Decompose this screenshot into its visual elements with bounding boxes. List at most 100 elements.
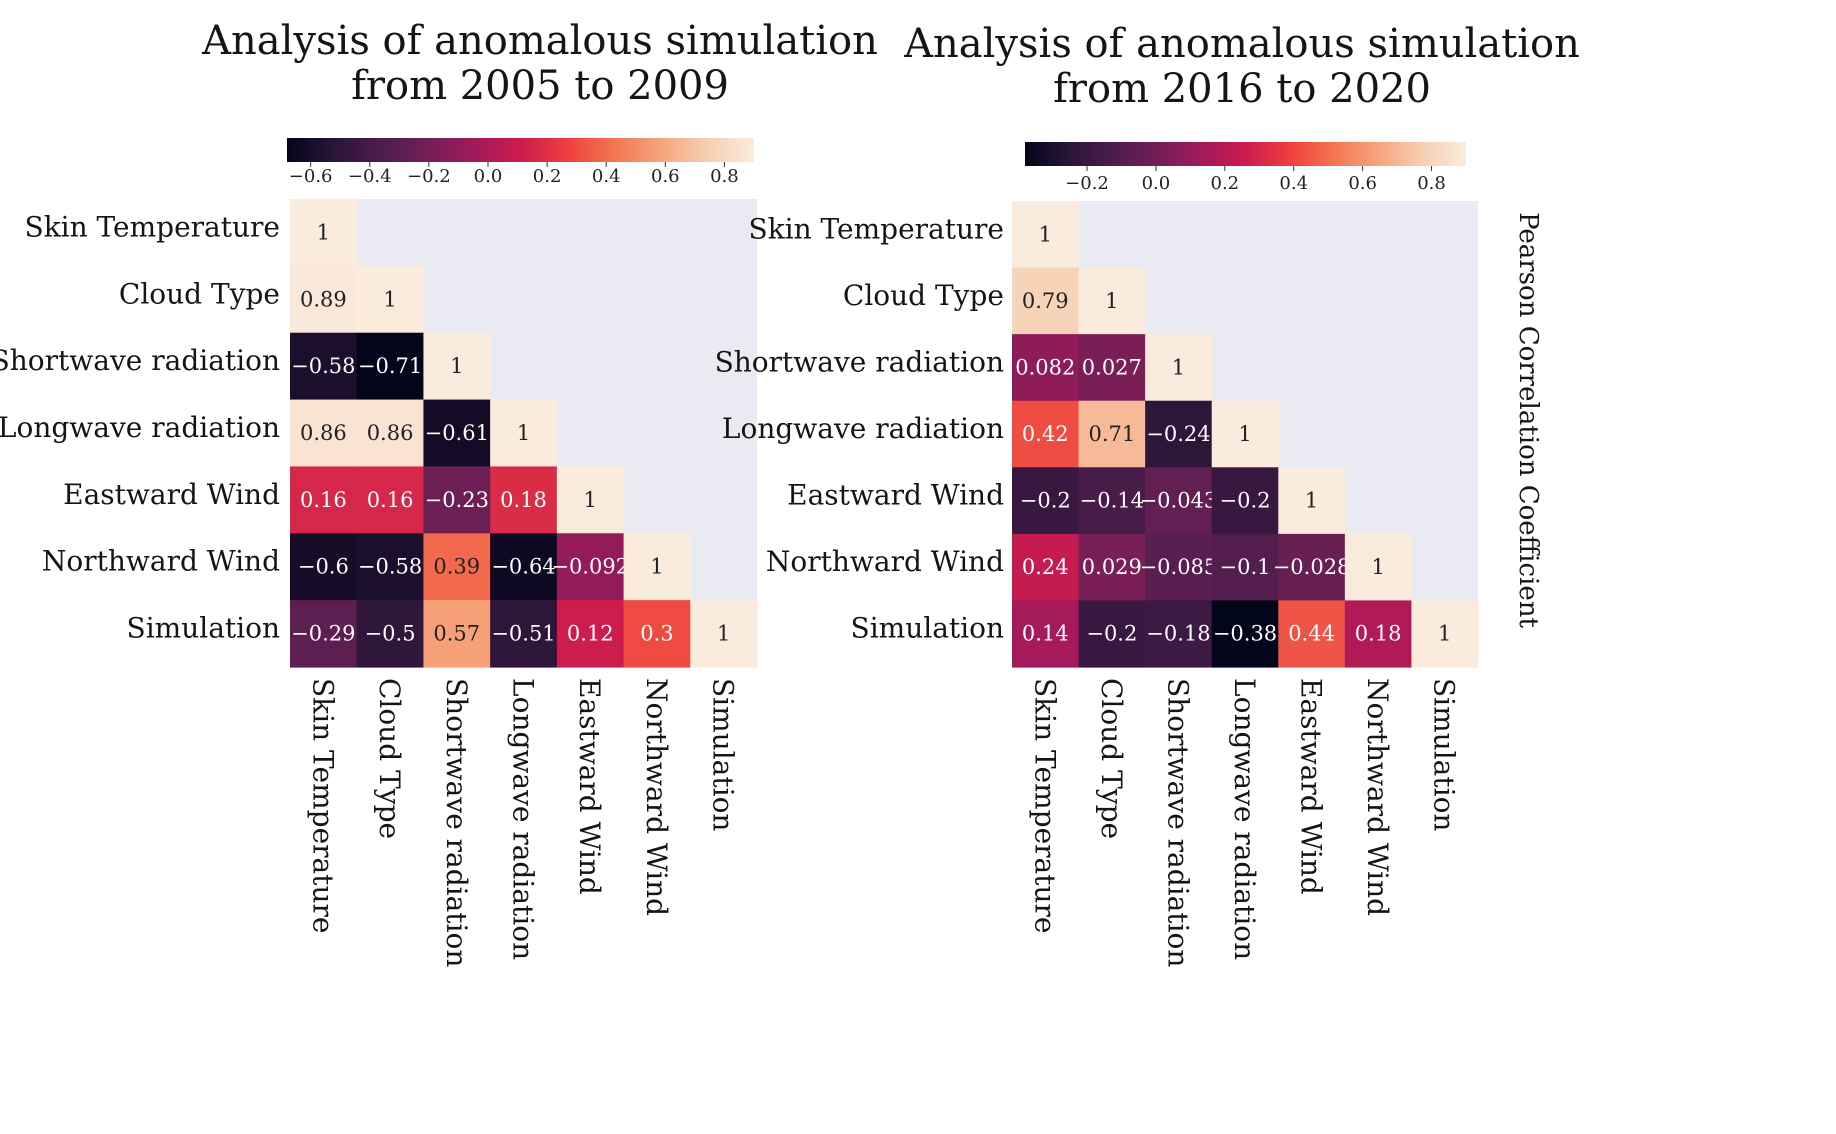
column-label: Skin Temperature	[306, 678, 339, 933]
heatmap-cell	[1145, 600, 1213, 668]
colorbar-tick-label: −0.6	[289, 166, 333, 187]
cell-value: −0.028	[1273, 555, 1351, 579]
heatmap-cell	[1211, 600, 1279, 668]
cell-value: 0.57	[433, 622, 480, 646]
heatmap-cell	[490, 466, 558, 534]
heatmap-cell	[290, 533, 358, 601]
heatmap-cell	[1278, 533, 1346, 602]
row-label: Skin Temperature	[749, 212, 1004, 245]
column-label: Eastward Wind	[1295, 678, 1328, 895]
column-label: Skin Temperature	[1028, 678, 1061, 933]
colorbar-tick-label: 0.6	[1348, 173, 1377, 194]
heatmap-cell	[1344, 600, 1413, 668]
column-label: Cloud Type	[373, 678, 406, 839]
cell-value: 0.3	[640, 622, 673, 646]
row-label: Northward Wind	[42, 545, 280, 578]
cell-value: 1	[584, 488, 597, 512]
column-label: Northward Wind	[1361, 678, 1394, 916]
heatmap-cell	[423, 399, 491, 468]
column-label: Northward Wind	[640, 678, 673, 916]
row-label: Longwave radiation	[0, 411, 280, 444]
heatmap-cell	[1344, 533, 1413, 602]
cell-value: 0.18	[500, 488, 547, 512]
heatmap-cell	[556, 466, 625, 534]
cell-value: −0.2	[1086, 622, 1137, 646]
heatmap-cell	[423, 533, 491, 601]
colorbar-tick-label: 0.8	[710, 166, 739, 187]
heatmap-cell	[423, 466, 491, 534]
cell-value: −0.64	[491, 555, 555, 579]
row-label: Shortwave radiation	[715, 345, 1004, 378]
cell-value: 1	[383, 287, 396, 311]
heatmap-cell	[1078, 267, 1146, 335]
row-label: Shortwave radiation	[0, 344, 280, 377]
colorbar	[1025, 142, 1466, 166]
colorbar-tick-label: 0.8	[1417, 173, 1446, 194]
cell-value: 0.71	[1088, 422, 1135, 446]
cell-value: 0.89	[300, 287, 347, 311]
heatmap-cell	[1078, 533, 1146, 602]
heatmap-cell	[356, 399, 425, 468]
heatmap-cell	[1211, 467, 1279, 535]
heatmap-cell	[623, 533, 691, 601]
heatmap-cell	[356, 332, 425, 401]
row-label: Cloud Type	[843, 279, 1004, 312]
heatmap-cell	[1012, 600, 1080, 668]
cell-value: −0.24	[1146, 422, 1210, 446]
heatmap-cell	[1078, 600, 1146, 668]
cell-value: 1	[1238, 422, 1251, 446]
cell-value: 0.79	[1022, 289, 1069, 313]
heatmap-cell	[1145, 467, 1213, 535]
cell-value: 0.082	[1015, 355, 1075, 379]
chart-title-line: Analysis of anomalous simulation	[903, 21, 1580, 67]
column-label: Cloud Type	[1095, 678, 1128, 839]
cell-value: −0.58	[291, 354, 355, 378]
heatmap-cell	[623, 600, 691, 668]
heatmap-cell	[356, 265, 425, 334]
cell-value: −0.092	[551, 555, 629, 579]
heatmap-cell	[1012, 334, 1080, 402]
cell-value: −0.1	[1220, 555, 1271, 579]
cell-value: −0.29	[291, 622, 355, 646]
heatmap-cell	[1012, 400, 1080, 468]
heatmap-cell	[1012, 267, 1080, 335]
row-label: Skin Temperature	[25, 210, 280, 243]
heatmap-cell	[556, 600, 625, 668]
heatmap-cell	[423, 332, 491, 401]
heatmap-cell	[356, 600, 425, 668]
heatmap-cell	[1411, 600, 1479, 668]
cell-value: 0.16	[367, 488, 414, 512]
heatmap-cell	[356, 533, 425, 601]
cell-value: −0.2	[1020, 489, 1071, 513]
colorbar-tick-label: 0.6	[651, 166, 680, 187]
heatmap-cell	[1145, 334, 1213, 402]
column-label: Eastward Wind	[573, 678, 606, 895]
cell-value: −0.085	[1140, 555, 1218, 579]
column-label: Shortwave radiation	[1161, 678, 1194, 967]
cell-value: 0.027	[1082, 355, 1142, 379]
cell-value: −0.38	[1213, 622, 1277, 646]
colorbar-tick-label: 0.4	[1279, 173, 1308, 194]
column-label: Longwave radiation	[1228, 678, 1261, 960]
cell-value: 1	[1039, 222, 1052, 246]
cell-value: 1	[1371, 555, 1384, 579]
cell-value: 1	[717, 622, 730, 646]
cell-value: 0.16	[300, 488, 347, 512]
colorbar-label: Pearson Correlation Coefficient	[1513, 212, 1543, 628]
row-label: Cloud Type	[119, 277, 280, 310]
heatmap-cell	[1278, 467, 1346, 535]
chart-title-line: from 2016 to 2020	[1053, 66, 1431, 112]
cell-value: 1	[1438, 622, 1451, 646]
colorbar-tick-label: 0.0	[474, 166, 503, 187]
cell-value: 0.86	[300, 421, 347, 445]
cell-value: 0.18	[1355, 622, 1402, 646]
cell-value: 0.39	[433, 555, 480, 579]
row-label: Longwave radiation	[722, 412, 1004, 445]
column-label: Shortwave radiation	[440, 678, 473, 967]
heatmap-cell	[1012, 201, 1080, 269]
cell-value: −0.2	[1220, 489, 1271, 513]
column-label: Longwave radiation	[507, 678, 540, 960]
